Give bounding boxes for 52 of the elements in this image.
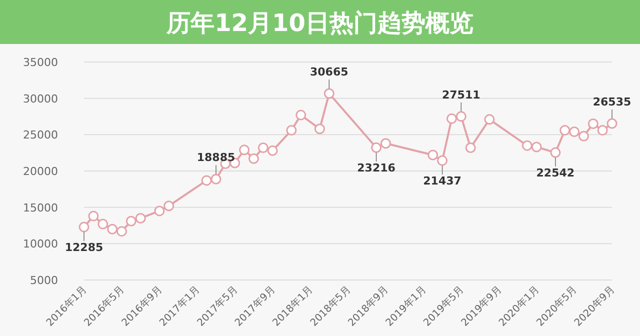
point [597,125,608,136]
data-label: 22542 [536,166,575,180]
point [606,118,618,129]
point [371,142,382,153]
point [88,210,99,222]
data-label: 18885 [196,151,236,164]
data-label: 30665 [310,66,348,78]
y-tick-label: 15000 [23,201,58,214]
point [380,138,391,149]
point [437,155,448,166]
point [258,142,268,153]
point [201,175,212,186]
point [286,125,297,136]
point [465,142,476,153]
point [248,153,259,164]
point [569,126,580,138]
point [456,111,466,122]
chart-title: 历年12月10日热门趋势概览 [166,9,474,37]
y-tick-label: 25000 [23,128,58,142]
point [107,224,118,234]
point [588,118,598,130]
point [210,174,222,184]
point [446,113,457,124]
data-label: 27511 [442,88,480,102]
y-tick-label: 35000 [23,56,58,69]
point [116,226,127,237]
point [267,145,278,156]
data-label: 12285 [64,241,104,254]
point [428,150,438,160]
point [531,142,542,152]
point [296,110,306,120]
point [135,212,146,224]
point [78,222,90,232]
point [239,144,250,156]
y-tick-label: 10000 [23,238,58,251]
point [164,200,174,212]
y-tick-label: 30000 [23,92,58,106]
point [578,130,589,142]
y-tick-label: 20000 [23,165,58,178]
point [324,88,334,99]
point [522,140,532,151]
data-label: 23216 [357,162,396,175]
point [550,147,561,158]
point [560,125,570,136]
point [314,124,325,134]
point [98,218,108,230]
point [126,216,136,226]
point [154,206,165,216]
data-label: 26535 [592,96,632,109]
y-tick-label: 5000 [30,274,58,287]
data-label: 21437 [423,174,462,188]
point [484,114,495,125]
